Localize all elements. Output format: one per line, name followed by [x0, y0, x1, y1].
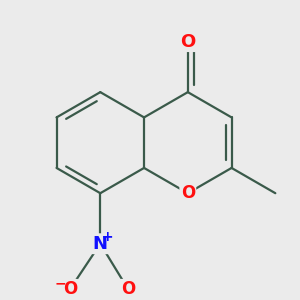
- Text: O: O: [180, 33, 195, 51]
- Text: O: O: [63, 280, 77, 298]
- Text: N: N: [93, 235, 108, 253]
- Text: +: +: [101, 230, 112, 244]
- Text: O: O: [181, 184, 195, 202]
- Text: O: O: [121, 280, 135, 298]
- Text: −: −: [55, 277, 66, 291]
